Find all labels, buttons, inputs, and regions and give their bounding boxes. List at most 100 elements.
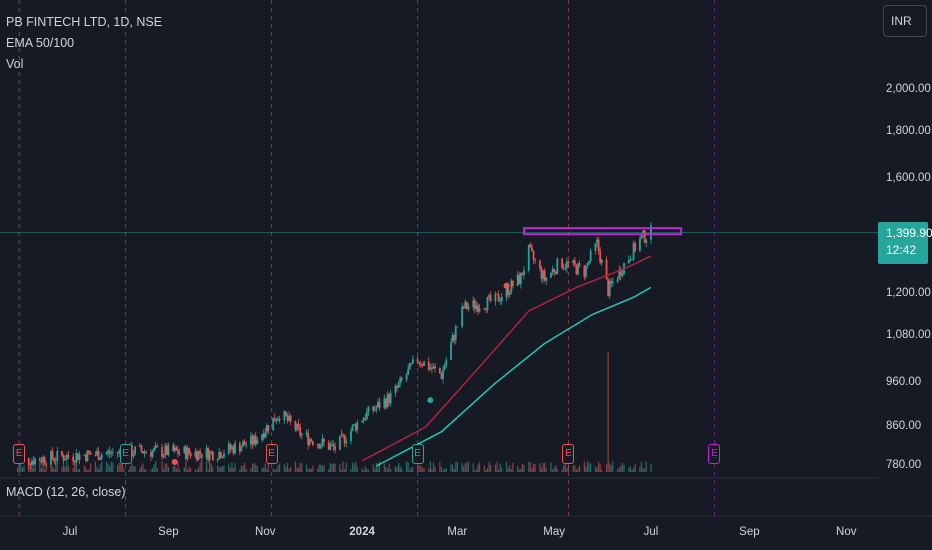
candle-body [105, 452, 108, 455]
volume-bar [418, 465, 420, 472]
candle-body [378, 401, 381, 409]
candle-body [307, 432, 310, 445]
candle-body [521, 273, 524, 276]
candle-body [427, 361, 430, 370]
price-tick-label: 1,080.00 [886, 329, 931, 342]
volume-bar [266, 469, 268, 472]
candle-body [354, 424, 357, 431]
volume-bar [532, 463, 535, 472]
candle-body [89, 452, 92, 455]
volume-bar [39, 461, 41, 472]
candle-body [454, 326, 457, 341]
volume-bar [331, 464, 333, 472]
candle-body [529, 244, 532, 248]
candle-body [488, 295, 490, 297]
volume-bar [628, 467, 630, 472]
volume-indicator-label[interactable]: Vol [6, 57, 24, 71]
volume-bar [112, 462, 114, 472]
candle-body [294, 421, 297, 431]
volume-bar [309, 468, 311, 472]
candle-body [29, 464, 32, 466]
volume-bar [617, 469, 619, 472]
candle-body [407, 368, 410, 375]
volume-bar [439, 462, 441, 472]
candle-body [283, 411, 286, 421]
candle-body [51, 451, 54, 459]
earnings-badge[interactable]: E [562, 444, 575, 464]
volume-bar [201, 461, 203, 472]
volume-bar [297, 468, 300, 472]
candle-body [42, 456, 44, 463]
volume-bar [218, 466, 220, 472]
candle-body [78, 454, 81, 461]
volume-bar [186, 469, 189, 472]
candle-body [599, 250, 602, 263]
volume-bar [83, 465, 85, 472]
ema-100-line [376, 286, 652, 467]
volume-bar [397, 462, 400, 472]
candle-body [88, 450, 90, 453]
candle-body [538, 260, 541, 268]
candle-body [54, 460, 57, 462]
earnings-badge[interactable]: E [13, 444, 26, 464]
candle-body [527, 244, 530, 271]
candle-body [473, 300, 476, 309]
candle-body [319, 445, 322, 449]
volume-bar [394, 466, 397, 472]
candle-body [588, 261, 590, 264]
volume-bar [67, 465, 70, 472]
candle-body [32, 460, 35, 465]
volume-bar [275, 468, 277, 472]
volume-bar [74, 463, 76, 472]
candle-body [434, 366, 437, 368]
volume-bar [223, 465, 225, 472]
candle-body [338, 436, 341, 450]
volume-bar [307, 468, 309, 472]
candle-body [267, 425, 270, 431]
price-tick-label: 1,600.00 [886, 172, 931, 185]
volume-bar [44, 469, 46, 472]
earnings-badge[interactable]: E [708, 444, 721, 464]
volume-bar [356, 466, 358, 472]
volume-bar [623, 464, 625, 472]
time-tick-label: Sep [158, 526, 179, 538]
candle-body [386, 393, 389, 408]
volume-bar [274, 469, 276, 472]
last-price-value: 1,399.90 [886, 226, 932, 240]
symbol-title[interactable]: PB FINTECH LTD, 1D, NSE [6, 15, 163, 29]
volume-bar [410, 467, 412, 472]
volume-bar [101, 461, 103, 472]
candle-body [189, 453, 192, 457]
volume-bar [466, 462, 468, 472]
volume-bar [117, 465, 119, 472]
currency-button[interactable]: INR [883, 5, 927, 37]
ema-indicator-label[interactable]: EMA 50/100 [6, 36, 75, 50]
candle-body [53, 458, 56, 461]
volume-bar [209, 461, 211, 472]
split-marker [427, 397, 434, 404]
earnings-badge[interactable]: E [119, 444, 132, 464]
volume-bar [78, 468, 81, 472]
volume-bar [183, 467, 185, 472]
candle-body [172, 445, 175, 452]
candle-body [178, 452, 181, 454]
candle-body [240, 446, 243, 452]
candle-body [310, 439, 313, 442]
candle-body [334, 446, 337, 450]
earnings-badge[interactable]: E [411, 444, 424, 464]
volume-bar [494, 464, 497, 472]
volume-bar [401, 468, 403, 472]
time-tick-label: Sep [739, 526, 760, 538]
macd-indicator-label[interactable]: MACD (12, 26, close) [6, 485, 126, 499]
earnings-badge[interactable]: E [265, 444, 278, 464]
bar-countdown: 12:42 [886, 243, 917, 257]
volume-bar [120, 463, 122, 472]
candle-body [596, 239, 598, 244]
volume-bar [299, 462, 301, 472]
volume-bar [72, 467, 74, 472]
candle-body [194, 451, 197, 457]
volume-bar [445, 468, 447, 472]
volume-bar [609, 463, 611, 472]
candle-body [575, 264, 578, 275]
